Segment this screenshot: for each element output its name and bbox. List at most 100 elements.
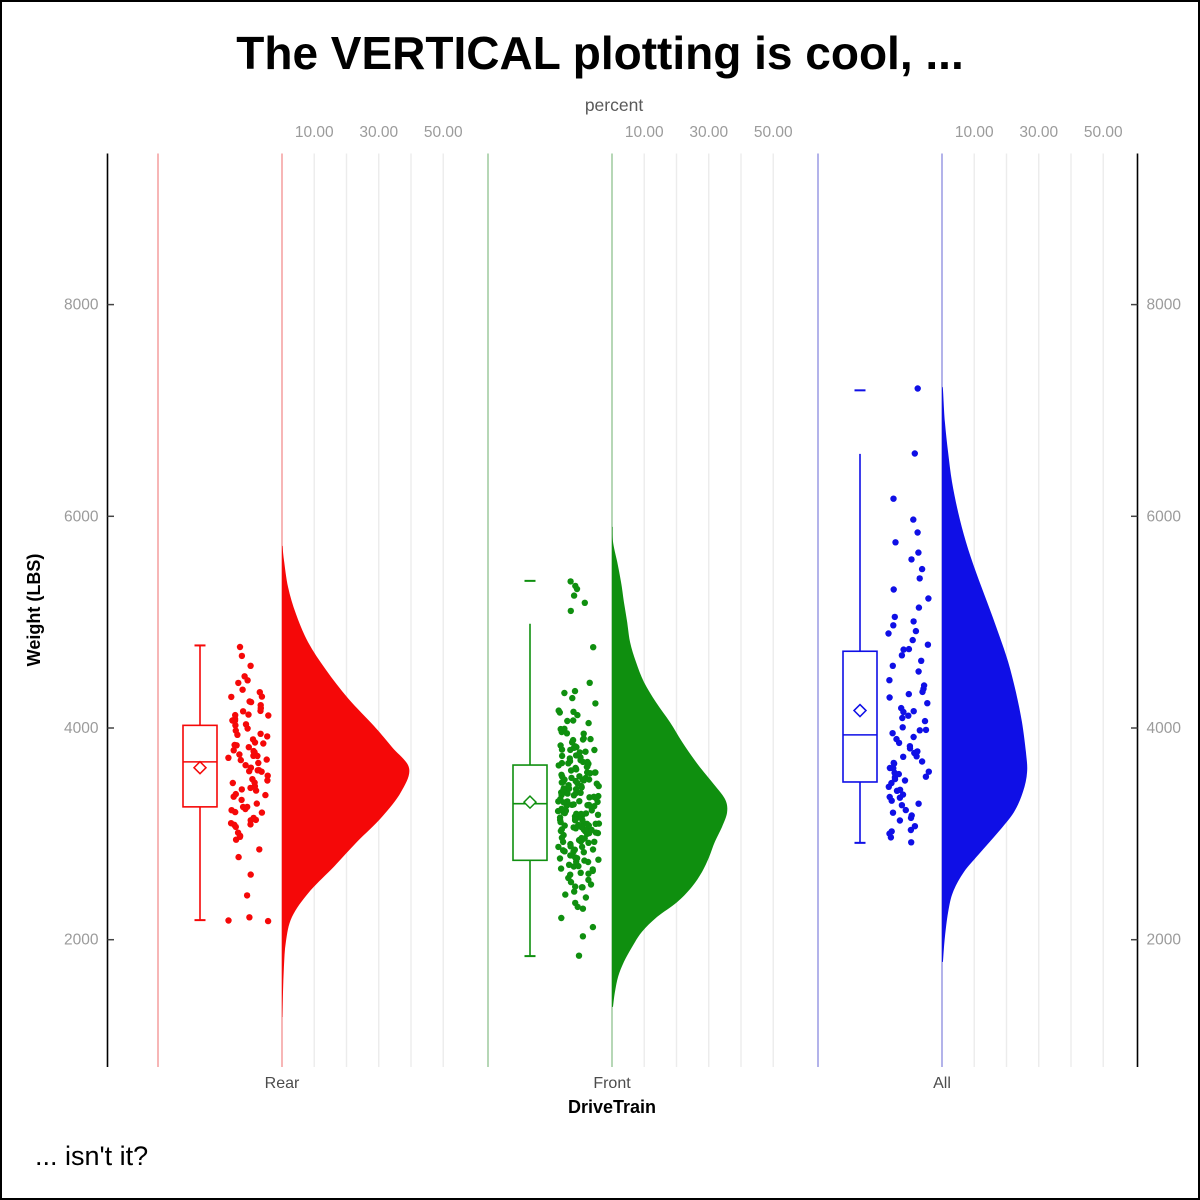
data-point: [562, 891, 569, 898]
data-point: [921, 717, 929, 725]
data-point: [255, 767, 263, 774]
data-point: [236, 751, 243, 758]
data-point: [580, 849, 587, 856]
data-point: [899, 724, 906, 731]
data-point: [586, 770, 594, 777]
data-point: [576, 773, 583, 780]
data-point: [595, 856, 602, 863]
data-point: [576, 798, 583, 805]
jitter-points-front: [554, 578, 603, 959]
data-point: [575, 952, 583, 959]
data-point: [900, 646, 907, 653]
data-point: [555, 762, 562, 769]
data-point: [907, 826, 915, 834]
data-point: [581, 857, 588, 864]
data-point: [889, 809, 897, 816]
data-point: [589, 846, 597, 853]
data-point: [902, 806, 909, 814]
y-tick-label-right-8000: 8000: [1147, 297, 1182, 314]
percent-tick-label-all-10: 10.00: [955, 124, 994, 141]
data-point: [592, 794, 600, 802]
category-label-all: All: [933, 1075, 951, 1092]
data-point: [233, 742, 240, 749]
data-point: [914, 385, 921, 392]
data-point: [585, 719, 592, 727]
data-point: [914, 748, 921, 755]
data-point: [238, 786, 245, 793]
data-point: [262, 791, 269, 799]
percent-tick-label-rear-50: 50.00: [424, 124, 463, 141]
data-point: [567, 840, 574, 848]
data-point: [587, 735, 594, 743]
data-point: [905, 712, 912, 719]
data-point: [591, 769, 598, 776]
data-point: [905, 690, 912, 698]
data-point: [908, 839, 915, 846]
violin-all: [942, 386, 1028, 962]
data-point: [264, 777, 271, 784]
data-point: [572, 786, 580, 793]
y-tick-label-left-6000: 6000: [64, 508, 99, 525]
percent-tick-label-rear-30: 30.00: [359, 124, 398, 141]
y-tick-label-right-2000: 2000: [1147, 932, 1182, 949]
data-point: [892, 539, 899, 546]
data-point: [565, 861, 573, 868]
violin-front: [612, 526, 728, 1007]
data-point: [895, 770, 902, 778]
data-point: [889, 730, 896, 737]
data-point: [572, 899, 579, 907]
data-point: [886, 764, 894, 772]
data-point: [898, 802, 906, 809]
data-point: [585, 776, 593, 783]
violin-rear: [282, 545, 410, 1017]
data-point: [260, 740, 267, 747]
data-point: [239, 708, 247, 715]
data-point: [249, 736, 257, 743]
data-point: [920, 682, 928, 689]
mean-diamond-rear: [192, 760, 208, 775]
data-point: [899, 791, 907, 798]
x-axis-title: DriveTrain: [568, 1097, 656, 1117]
data-point: [225, 917, 232, 924]
data-point: [558, 805, 565, 813]
data-point: [918, 758, 926, 765]
data-point: [898, 704, 905, 712]
data-point: [258, 809, 266, 816]
data-point: [909, 636, 916, 644]
data-point: [244, 803, 251, 811]
data-point: [246, 914, 253, 921]
data-point: [589, 867, 596, 875]
data-point: [568, 774, 575, 782]
data-point: [910, 516, 917, 523]
data-point: [245, 744, 252, 751]
data-point: [555, 843, 562, 851]
data-point: [577, 789, 584, 796]
data-point: [566, 755, 573, 762]
y-tick-label-right-4000: 4000: [1147, 720, 1182, 737]
data-point: [910, 733, 917, 741]
data-point: [560, 786, 567, 793]
jitter-points-rear: [225, 643, 272, 925]
data-point: [232, 727, 239, 734]
data-point: [915, 668, 922, 675]
data-point: [910, 708, 917, 715]
data-point: [888, 828, 895, 835]
data-point: [886, 677, 893, 684]
data-point: [569, 694, 576, 702]
data-point: [908, 812, 915, 819]
data-point: [556, 855, 564, 862]
data-point: [256, 846, 263, 853]
data-point: [915, 549, 922, 556]
data-point: [234, 829, 242, 836]
data-point: [570, 708, 577, 715]
data-point: [245, 711, 252, 718]
data-point: [242, 721, 250, 728]
data-point: [582, 894, 590, 901]
data-point: [253, 800, 260, 807]
data-point: [236, 643, 244, 651]
data-point: [922, 773, 930, 780]
y-axis-title: Weight (LBS): [24, 554, 44, 667]
data-point: [585, 839, 592, 846]
data-point: [559, 847, 567, 854]
